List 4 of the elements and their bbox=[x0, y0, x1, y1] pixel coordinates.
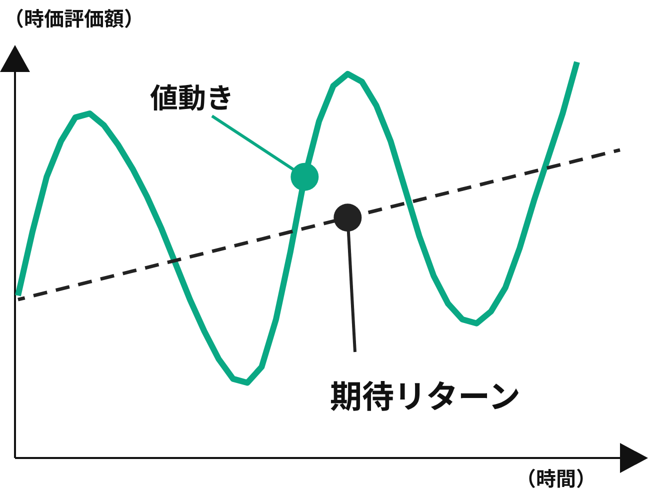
x-axis-title: （時間） bbox=[516, 463, 596, 492]
annotation: 期待リターン bbox=[330, 372, 520, 418]
y-axis-title: （時価評価額） bbox=[4, 3, 144, 32]
annotation: 値動き bbox=[150, 77, 234, 117]
